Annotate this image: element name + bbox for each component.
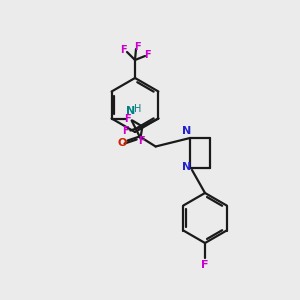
Text: H: H [134,103,141,113]
Text: N: N [126,106,135,116]
Text: F: F [120,45,127,55]
Text: F: F [201,260,208,270]
Text: F: F [124,113,131,124]
Text: F: F [134,42,141,52]
Text: F: F [138,136,145,146]
Text: O: O [118,139,127,148]
Text: F: F [122,125,129,136]
Text: N: N [182,126,191,136]
Text: F: F [144,50,151,60]
Text: N: N [182,162,191,172]
